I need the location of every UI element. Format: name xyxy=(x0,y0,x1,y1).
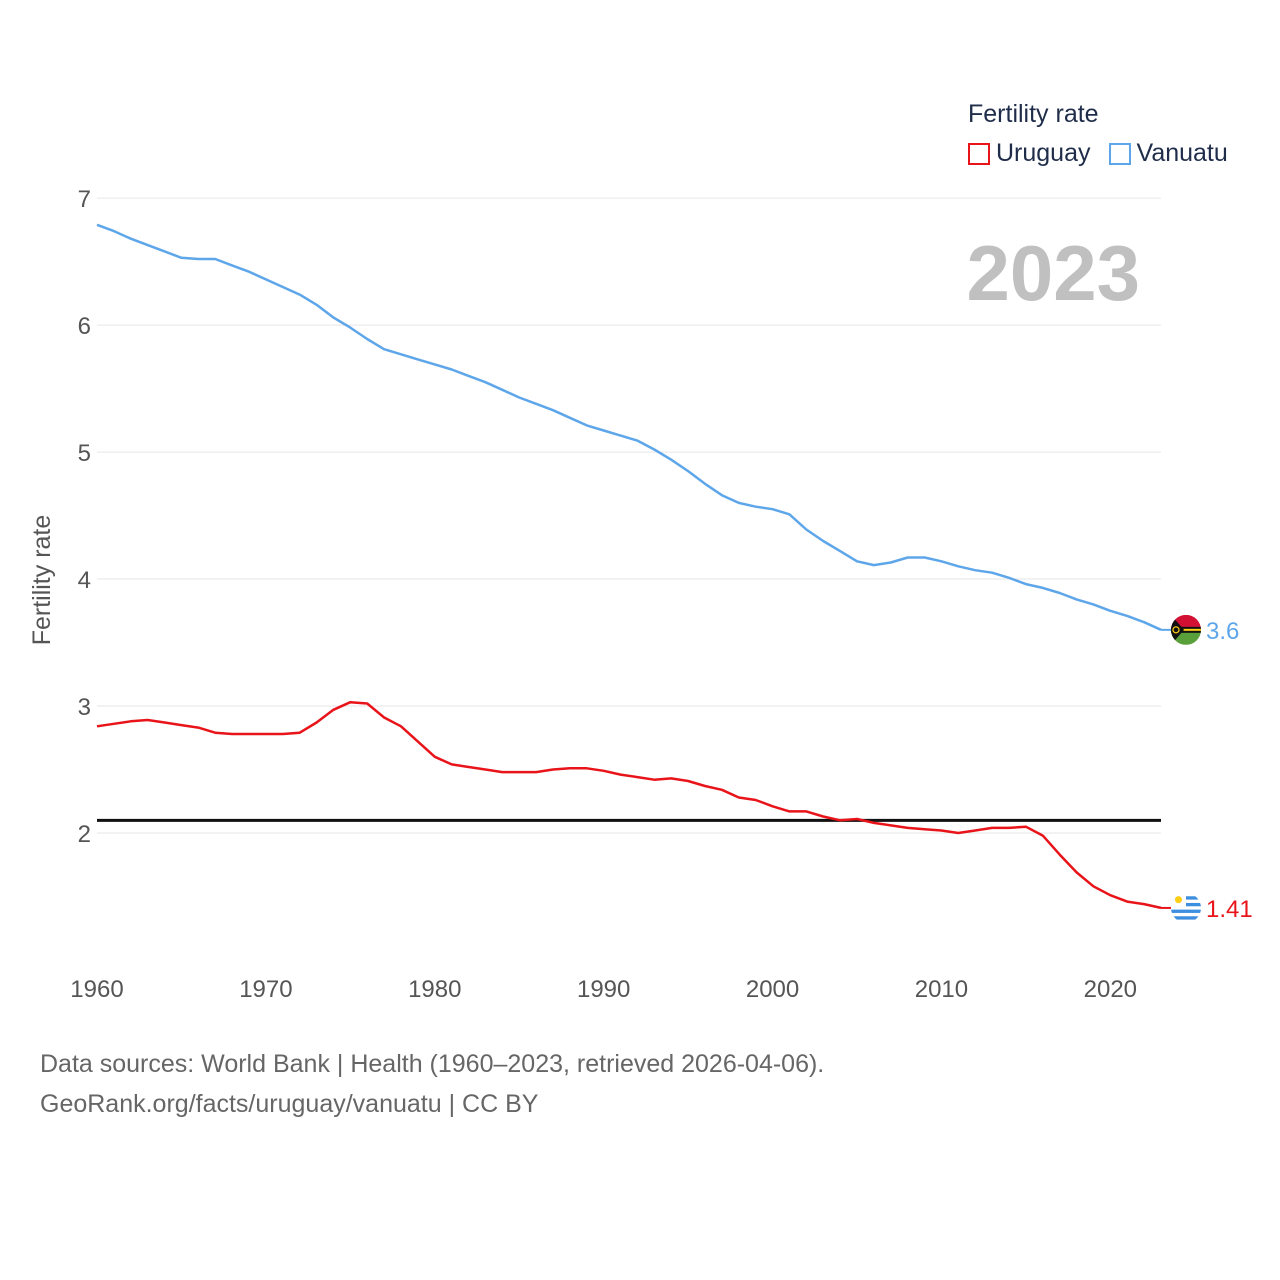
y-tick-7: 7 xyxy=(78,186,91,213)
y-tick-6: 6 xyxy=(78,313,91,340)
data-source-text: Data sources: World Bank | Health (1960–… xyxy=(40,1050,825,1078)
series-lines xyxy=(96,223,1162,910)
flag-vanuatu-icon xyxy=(1171,614,1201,645)
x-tick-1960: 1960 xyxy=(70,976,123,1003)
y-tick-4: 4 xyxy=(78,567,91,594)
footer: Data sources: World Bank | Health (1960–… xyxy=(40,1044,824,1124)
x-tick-1990: 1990 xyxy=(577,976,630,1003)
attribution-text: GeoRank.org/facts/uruguay/vanuatu | CC B… xyxy=(40,1090,539,1118)
y-axis-label: Fertility rate xyxy=(28,515,56,646)
legend: Fertility rate Uruguay Vanuatu xyxy=(968,100,1228,168)
legend-title: Fertility rate xyxy=(968,100,1099,128)
legend-item-uruguay[interactable]: Uruguay xyxy=(968,139,1091,168)
flag-uruguay-icon xyxy=(1171,892,1201,923)
x-tick-2000: 2000 xyxy=(746,976,799,1003)
grid-lines xyxy=(97,197,1161,834)
x-axis-ticks: 1960 1970 1980 1990 2000 2010 2020 xyxy=(70,976,1137,1003)
series-line-uruguay xyxy=(96,700,1162,910)
x-tick-2010: 2010 xyxy=(915,976,968,1003)
end-value-vanuatu: 3.6 xyxy=(1206,618,1239,645)
x-tick-1970: 1970 xyxy=(239,976,292,1003)
end-markers: 1.41 3.6 xyxy=(1161,614,1253,923)
x-tick-1980: 1980 xyxy=(408,976,461,1003)
y-tick-5: 5 xyxy=(78,440,91,467)
legend-item-vanuatu[interactable]: Vanuatu xyxy=(1108,139,1228,168)
series-line-vanuatu xyxy=(96,223,1162,631)
legend-swatch-vanuatu xyxy=(1108,142,1131,165)
y-tick-3: 3 xyxy=(78,694,91,721)
y-tick-2: 2 xyxy=(78,821,91,848)
y-axis-ticks: 2 3 4 5 6 7 xyxy=(78,186,91,848)
end-value-uruguay: 1.41 xyxy=(1206,896,1253,923)
current-year-label: 2023 xyxy=(966,229,1140,317)
legend-label-uruguay: Uruguay xyxy=(996,139,1091,167)
x-tick-2020: 2020 xyxy=(1084,976,1137,1003)
legend-swatch-uruguay xyxy=(968,142,990,165)
legend-label-vanuatu: Vanuatu xyxy=(1136,139,1228,167)
